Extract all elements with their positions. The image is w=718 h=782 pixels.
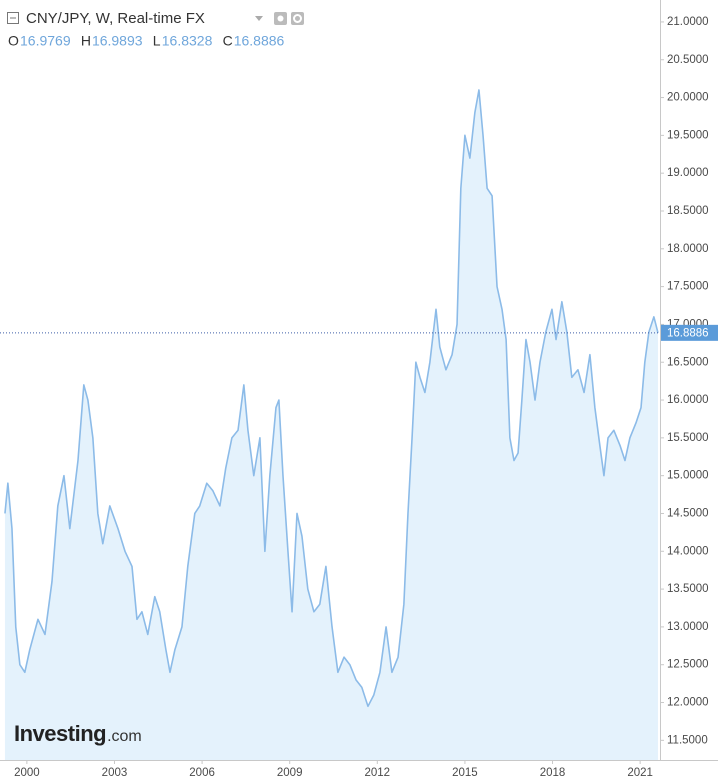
x-tick-label: 2021 [627,767,653,779]
y-tick-label: 15.5000 [667,432,709,444]
y-tick-label: 13.5000 [667,583,709,595]
y-tick-label: 13.0000 [667,621,709,633]
y-tick-label: 17.5000 [667,281,709,293]
y-tick-label: 11.5000 [667,734,708,746]
x-tick-label: 2006 [189,767,215,779]
logo-suffix: .com [107,728,142,745]
y-tick-label: 14.5000 [667,508,709,520]
y-tick-label: 14.0000 [667,545,709,557]
ohlc-key: O [8,33,19,49]
ohlc-value: 16.8328 [162,33,213,49]
y-tick-label: 16.0000 [667,394,709,406]
logo: Investing [14,721,106,746]
price-line [4,89,659,708]
ohlc-key: C [223,33,233,49]
x-tick-label: 2000 [14,767,40,779]
y-tick-label: 20.5000 [667,54,709,66]
gear-icon-ring [293,14,302,23]
y-tick-label: 12.0000 [667,697,709,709]
settings-icon-dot [277,15,284,22]
y-tick-label: 19.0000 [667,167,709,179]
x-tick-label: 2018 [540,767,566,779]
x-tick-label: 2015 [452,767,478,779]
gear-icon[interactable] [291,12,304,25]
y-tick-label: 16.5000 [667,356,709,368]
x-tick-label: 2012 [365,767,391,779]
y-tick-label: 20.0000 [667,92,709,104]
ohlc-value: 16.8886 [234,33,285,49]
ohlc-value: 16.9769 [20,33,71,49]
last-price-box [661,324,718,341]
axes: 11.5000 12.0000 12.5000 13.0000 13.5000 14.00… [14,16,718,779]
collapse-icon[interactable] [7,12,19,24]
x-tick-label: 2003 [102,767,128,779]
y-tick-label: 15.0000 [667,470,709,482]
chart-title: CNY/JPY, W, Real-time FX [26,10,205,27]
y-tick-label: 18.5000 [667,205,709,217]
y-tick-label: 21.0000 [667,16,709,28]
last-price-label: 16.8886 [667,327,709,339]
ohlc-key: L [153,33,161,49]
plot-area [0,89,660,761]
dropdown-arrow[interactable] [255,16,263,21]
y-tick-label: 19.5000 [667,129,709,141]
ohlc-row: O 16.9769 H 16.9893 L 16.8328 C 16.8886 [8,33,285,49]
y-tick-label: 12.5000 [667,659,709,671]
x-tick-label: 2009 [277,767,303,779]
ohlc-key: H [81,33,91,49]
ohlc-value: 16.9893 [92,33,143,49]
y-tick-label: 18.0000 [667,243,709,255]
